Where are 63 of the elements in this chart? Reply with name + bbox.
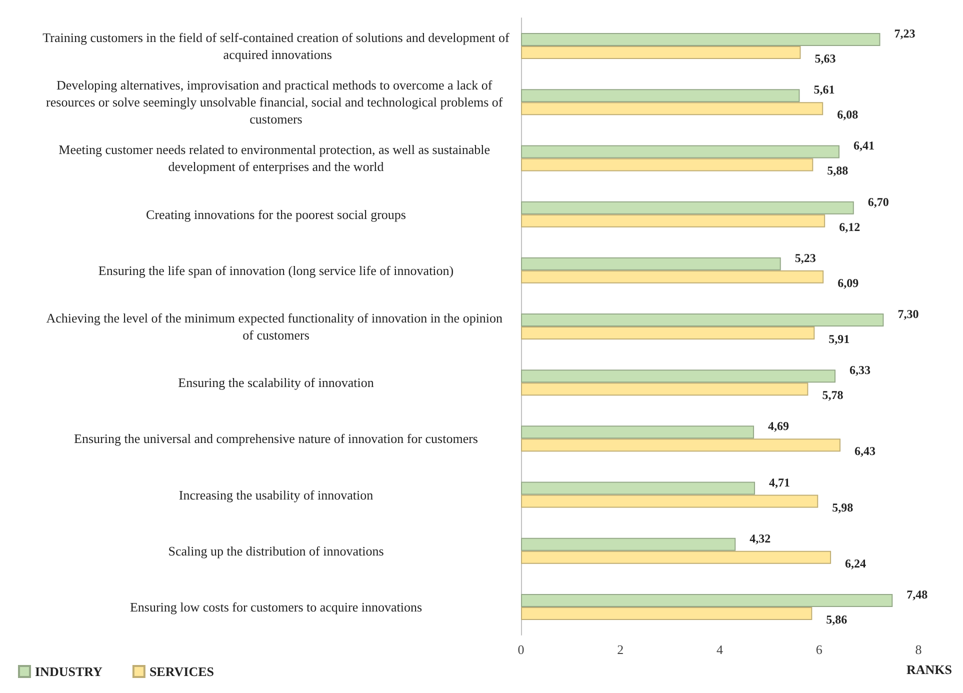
bar [521,102,824,116]
y-tick-label: Creating innovations for the poorest social groups [146,206,406,222]
bar [521,606,812,620]
x-tick-label: 8 [915,642,922,657]
legend-label: INDUSTRY [35,664,104,679]
data-label: 5,88 [827,164,848,178]
bar [521,382,808,396]
bar [521,201,854,214]
data-label: 6,12 [839,220,860,234]
data-label: 5,78 [822,388,844,402]
data-label: 4,71 [769,475,790,490]
data-label: 5,23 [794,250,816,265]
y-tick-label: Scaling up the distribution of innovations [168,543,384,558]
y-tick-label: Meeting customer needs related to environmental protection, as well as sustainable development of enterprises and the world [58,142,494,174]
y-tick-label: Ensuring the life span of innovation (long service life of innovation) [98,262,454,278]
data-label: 5,61 [814,82,835,97]
y-tick-label: Training customers in the field of self-contained creation of solutions and development of acquired innovations [42,30,510,62]
legend-label: SERVICES [149,664,214,679]
data-label: 7,48 [906,587,928,602]
x-tick-label: 6 [816,642,823,657]
bar [521,214,826,228]
bar [521,270,824,284]
bar [521,145,840,158]
bar [521,158,814,172]
x-tick-label: 2 [617,642,624,657]
y-tick-label: Ensuring low costs for customers to acquire innovations [130,599,422,614]
data-label: 6,70 [868,194,889,209]
data-label: 6,08 [837,108,858,122]
x-tick-label: 4 [716,642,724,657]
bar [521,370,836,383]
data-label: 5,91 [828,332,850,346]
y-tick-label: Ensuring the scalability of innovation [178,375,374,390]
data-label: 6,41 [853,138,874,153]
y-tick-label: Developing alternatives, improvisation and practical methods to overcome a lack of resources or solve seemingly unsolvable financial, social and technological problems of customers [46,78,506,127]
bar [521,438,840,452]
bar [521,550,832,564]
bar [521,482,756,495]
data-label: 5,86 [826,612,848,626]
bar [521,426,754,439]
bar [521,257,781,270]
data-label: 4,69 [768,419,790,434]
x-tick-label: 0 [518,642,524,657]
data-label: 7,30 [898,307,919,321]
data-label: 4,32 [750,531,771,546]
bar [521,494,818,508]
data-label: 6,24 [845,556,866,570]
bar [521,33,880,46]
bar [521,594,893,607]
data-label: 6,09 [838,276,859,290]
y-tick-label: Ensuring the universal and comprehensive nature of innovation for customers [74,431,478,446]
bar [521,89,800,102]
y-tick-label: Increasing the usability of innovation [178,487,374,502]
data-label: 5,63 [814,52,836,66]
data-label: 7,23 [894,26,916,41]
data-label: 5,98 [832,500,854,514]
bar [521,538,736,551]
x-axis-title: RANKS [906,662,952,677]
bar [521,326,815,340]
data-label: 6,33 [850,363,871,378]
bar [521,46,801,60]
y-tick-label: Achieving the level of the minimum expected functionality of innovation in the opinion of customers [46,310,506,342]
bar [521,314,884,326]
data-label: 6,43 [854,444,876,458]
